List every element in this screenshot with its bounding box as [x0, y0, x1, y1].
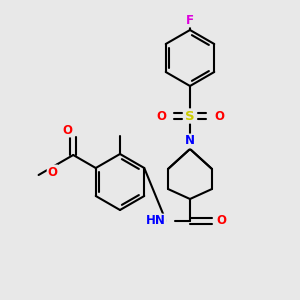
Text: O: O	[156, 110, 166, 122]
Text: HN: HN	[146, 214, 166, 227]
Text: O: O	[48, 166, 58, 178]
Text: F: F	[186, 14, 194, 26]
Text: N: N	[185, 134, 195, 148]
Text: O: O	[216, 214, 226, 227]
Text: S: S	[185, 110, 195, 122]
Text: O: O	[214, 110, 224, 122]
Text: O: O	[62, 124, 72, 136]
